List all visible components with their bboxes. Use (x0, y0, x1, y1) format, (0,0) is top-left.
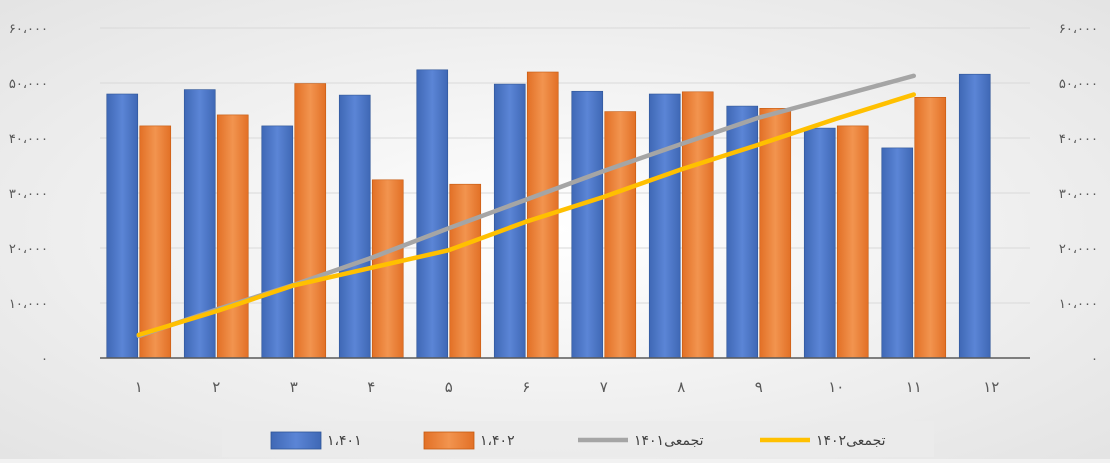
legend-item-1402: ۱،۴۰۲ (423, 431, 515, 450)
y-tick-label-left: ۵۰،۰۰۰ (9, 77, 48, 92)
legend-item-cumulative-1402: تجمعی۱۴۰۲ (760, 433, 886, 449)
legend-swatch (423, 431, 475, 450)
y-tick-label-left: ۲۰،۰۰۰ (9, 242, 48, 257)
y-tick-label-right: ۵۰،۰۰۰ (1059, 77, 1098, 92)
y-tick-label-right: ۲۰،۰۰۰ (1059, 242, 1098, 257)
bar-1402 (216, 114, 249, 359)
bar-1401 (803, 127, 836, 359)
lines (136, 73, 916, 339)
x-tick-label: ۹ (755, 378, 763, 396)
bar-1402 (294, 83, 327, 359)
bar-1401 (493, 83, 526, 359)
x-tick-label: ۱۲ (983, 378, 999, 396)
y-tick-label-left: ۱۰،۰۰۰ (9, 297, 48, 312)
bar-1401 (958, 73, 991, 359)
y-tick-label-left: ۳۰،۰۰۰ (9, 187, 48, 202)
x-tick-label: ۵ (445, 378, 453, 396)
legend-label: ۱،۴۰۲ (480, 433, 515, 449)
bar-1401 (648, 93, 681, 359)
bar-1402 (759, 108, 792, 359)
legend-label: تجمعی۱۴۰۱ (634, 433, 704, 449)
x-tick-label: ۲ (212, 378, 220, 396)
x-tick-label: ۳ (290, 378, 298, 396)
y-tick-label-right: ۱۰،۰۰۰ (1059, 297, 1098, 312)
bar-1401 (261, 125, 294, 359)
x-tick-label: ۶ (522, 378, 530, 396)
bar-1402 (681, 91, 714, 359)
y-tick-label-right: ۴۰،۰۰۰ (1059, 132, 1098, 147)
x-tick-label: ۱ (135, 378, 143, 396)
legend-item-cumulative-1401: تجمعی۱۴۰۱ (578, 433, 704, 449)
bar-1401 (571, 90, 604, 359)
axes: ۰ ۰ ۱۰،۰۰۰ ۱۰،۰۰۰ ۲۰،۰۰۰ ۲۰،۰۰۰ ۳۰،۰۰۰ ۳۰،۰۰۰ ۴۰… (9, 22, 1098, 396)
x-tick-label: ۱۱ (906, 378, 922, 396)
y-tick-label-right: ۳۰،۰۰۰ (1059, 187, 1098, 202)
bar-1402 (604, 111, 637, 359)
y-tick-label-left: ۶۰،۰۰۰ (9, 22, 48, 37)
bar-1402 (914, 97, 947, 359)
bar-1402 (139, 125, 172, 359)
bar-1402 (371, 179, 404, 359)
x-tick-label: ۷ (600, 378, 608, 396)
x-tick-label: ۱۰ (828, 378, 844, 396)
bar-1402 (449, 183, 482, 359)
bar-1401 (726, 105, 759, 359)
y-tick-label-left: ۴۰،۰۰۰ (9, 132, 48, 147)
line-cumulative-1402 (136, 92, 916, 338)
legend-item-1401: ۱،۴۰۱ (270, 431, 362, 450)
bar-1402 (836, 125, 869, 359)
legend-swatch (270, 431, 322, 450)
bar-1401 (338, 94, 371, 359)
legend: ۱،۴۰۱ ۱،۴۰۲ تجمعی۱۴۰۱ تجمعی۱۴۰۲ (222, 421, 934, 457)
bar-1401 (106, 93, 139, 359)
x-tick-label: ۴ (367, 378, 375, 396)
y-tick-label-right: ۶۰،۰۰۰ (1059, 22, 1098, 37)
y-tick-label-right: ۰ (1091, 352, 1098, 367)
bars (106, 69, 991, 359)
bar-1401 (416, 69, 449, 359)
x-tick-label: ۸ (677, 378, 685, 396)
legend-label: تجمعی۱۴۰۲ (816, 433, 886, 449)
legend-label: ۱،۴۰۱ (327, 433, 362, 449)
gridlines (100, 27, 1030, 304)
bar-1401 (881, 147, 914, 359)
y-tick-label-left: ۰ (41, 352, 48, 367)
